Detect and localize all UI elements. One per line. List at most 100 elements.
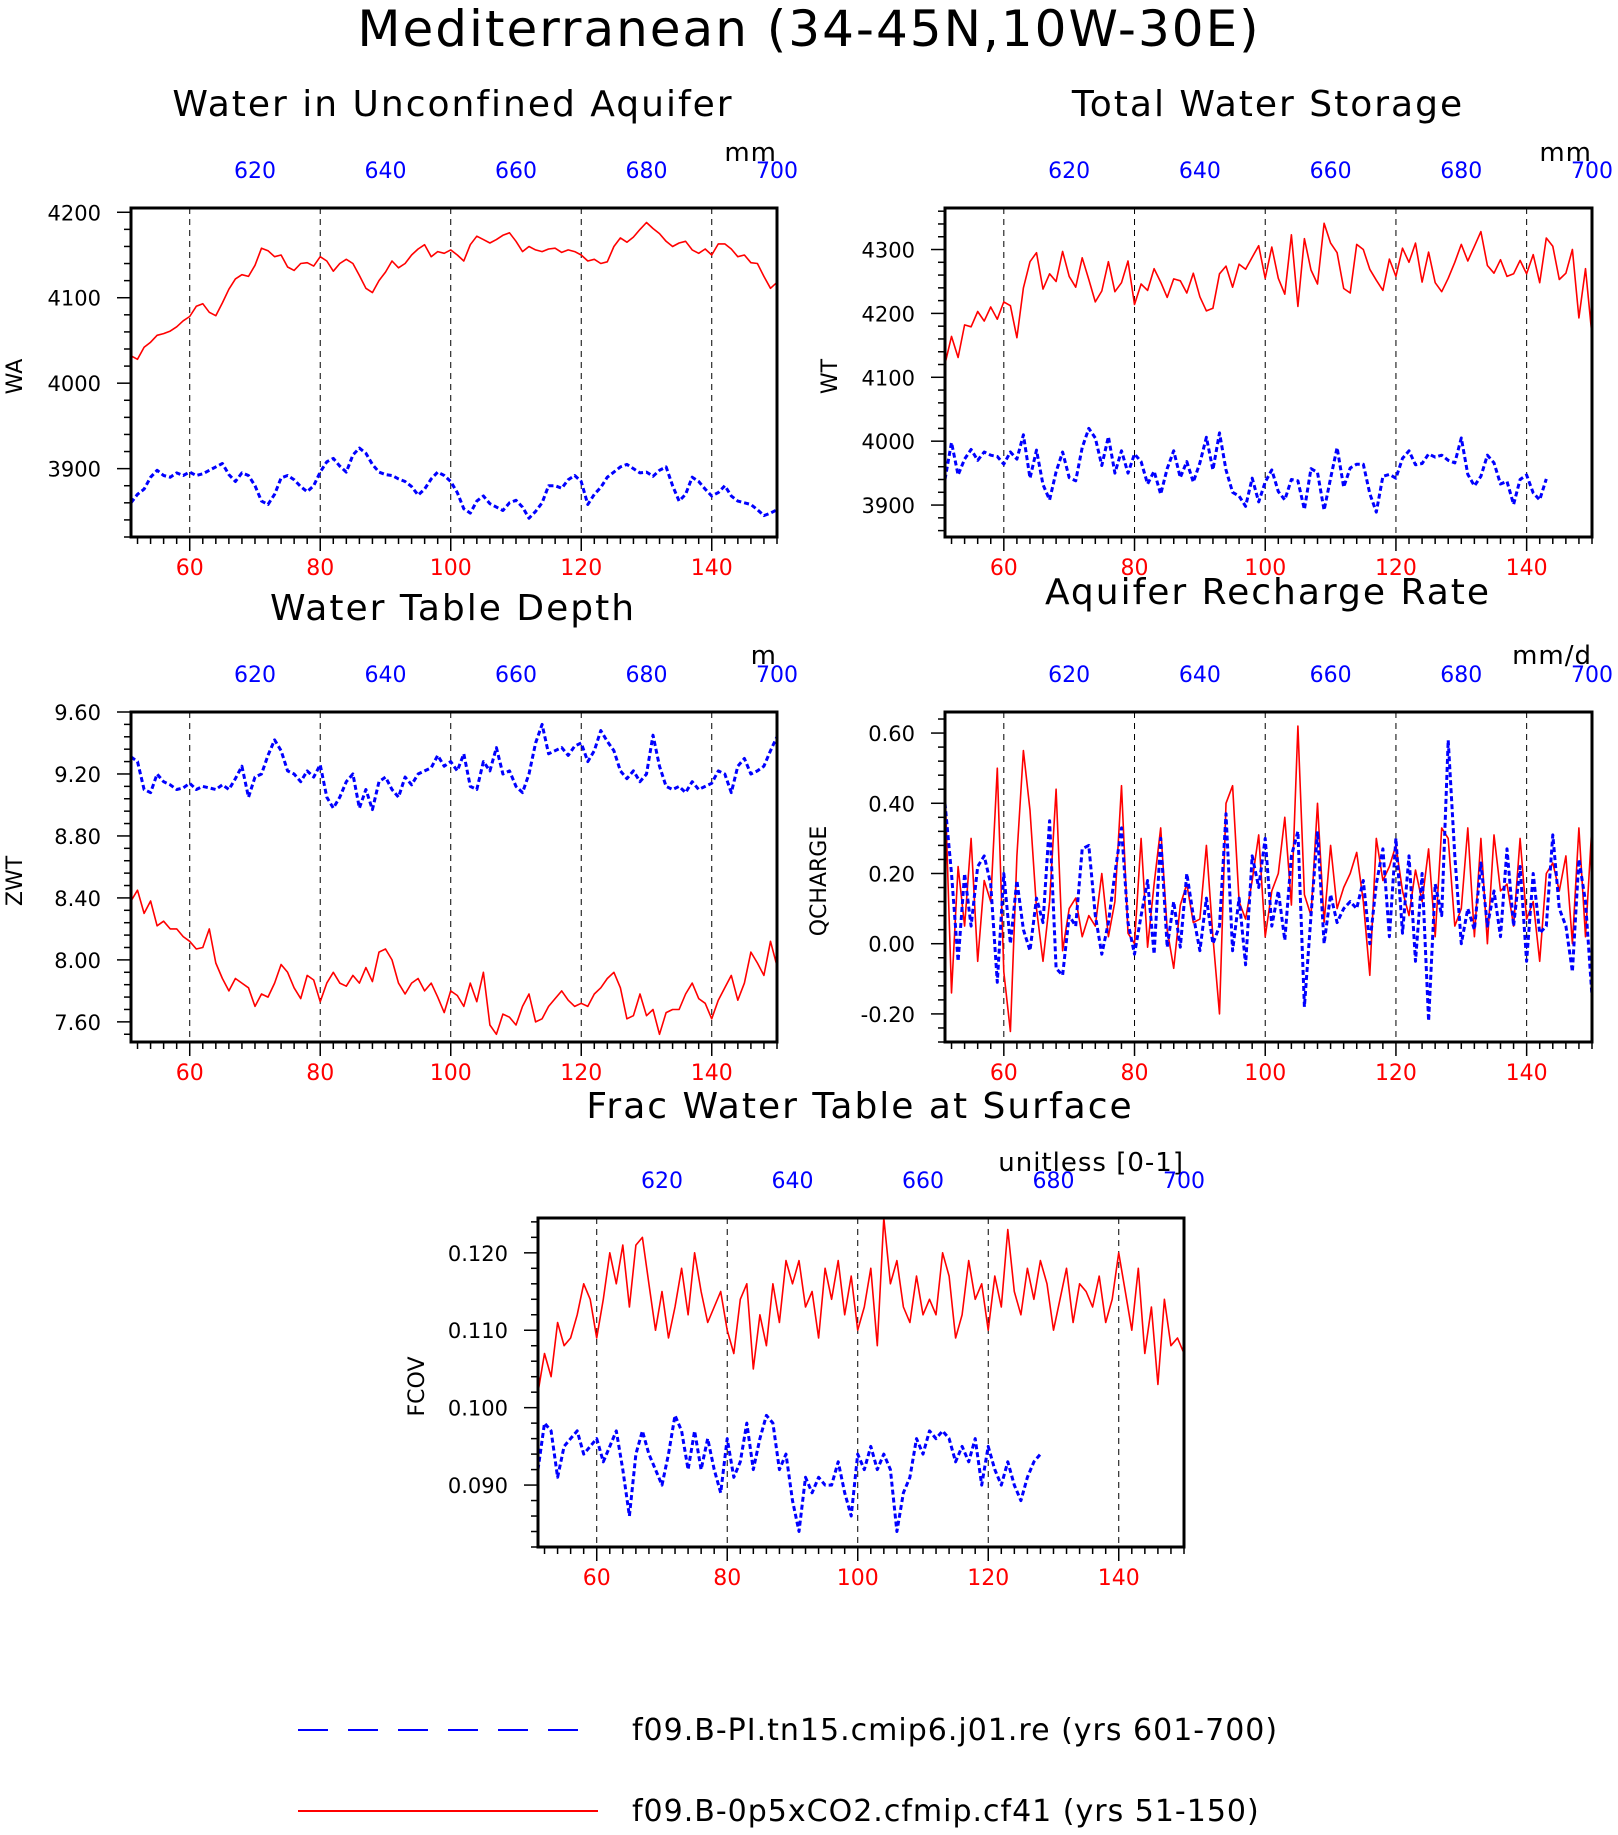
y-tick-label: 8.40 (54, 887, 101, 911)
x-tick-label-top: 660 (1310, 663, 1352, 688)
x-tick-label-bottom: 80 (1121, 556, 1149, 581)
x-tick-label-top: 620 (1048, 159, 1090, 184)
y-axis-label: ZWT (3, 855, 28, 906)
x-tick-label-bottom: 80 (1121, 1061, 1149, 1086)
y-tick-label: 4200 (48, 201, 101, 225)
y-tick-label: 0.20 (868, 862, 915, 886)
x-tick-label-bottom: 120 (1375, 1061, 1417, 1086)
x-tick-label-top: 640 (364, 663, 406, 688)
panel-title: Water Table Depth (270, 588, 636, 629)
panel-3: Water Table Depth m 60 80 100 120 140 620 640 660… (3, 588, 798, 1086)
x-tick-label-bottom: 120 (1375, 556, 1417, 581)
y-tick-label: 4000 (862, 430, 915, 454)
y-tick-label: 4100 (48, 287, 101, 311)
series-ctrl (943, 426, 1548, 514)
series-ctrl (943, 738, 1594, 1023)
units-label: mm/d (1512, 641, 1592, 671)
x-tick-label-bottom: 100 (1244, 556, 1286, 581)
y-tick-label: 0.60 (868, 722, 915, 746)
x-tick-label-bottom: 60 (990, 556, 1018, 581)
y-tick-label: 4300 (862, 239, 915, 263)
plot-frame (129, 710, 779, 1044)
x-tick-label-top: 700 (756, 159, 798, 184)
x-tick-label-bottom: 80 (713, 1566, 741, 1591)
panel-title: Frac Water Table at Surface (586, 1086, 1133, 1127)
x-tick-label-bottom: 100 (1244, 1061, 1286, 1086)
panel-4: Aquifer Recharge Rate mm/d 60 80 100 120 140 62… (807, 572, 1613, 1086)
y-tick-label: 9.20 (54, 763, 101, 787)
x-tick-label-bottom: 120 (560, 556, 602, 581)
panel-title: Total Water Storage (1071, 84, 1464, 125)
x-tick-label-bottom: 140 (691, 1061, 733, 1086)
x-tick-label-bottom: 120 (967, 1566, 1009, 1591)
x-tick-label-bottom: 100 (837, 1566, 879, 1591)
y-tick-label: 0.090 (448, 1474, 508, 1498)
x-tick-label-top: 680 (625, 159, 667, 184)
x-tick-label-bottom: 60 (176, 1061, 204, 1086)
y-tick-label: 9.60 (54, 701, 101, 725)
y-tick-label: 0.40 (868, 792, 915, 816)
panel-5: Frac Water Table at Surface unitless [0-1… (405, 1086, 1205, 1591)
x-tick-label-bottom: 100 (430, 1061, 472, 1086)
x-tick-label-bottom: 80 (306, 1061, 334, 1086)
x-tick-label-top: 700 (1571, 663, 1613, 688)
x-tick-label-top: 700 (1571, 159, 1613, 184)
y-axis-label: FCOV (405, 1357, 430, 1417)
x-tick-label-top: 680 (1440, 159, 1482, 184)
y-tick-label: 3900 (862, 494, 915, 518)
y-tick-label: 0.120 (448, 1242, 508, 1266)
y-axis-label: QCHARGE (807, 826, 832, 937)
units-label: m (751, 641, 777, 671)
x-tick-label-bottom: 140 (691, 556, 733, 581)
y-tick-label: 0.110 (448, 1319, 508, 1343)
panel-2: Total Water Storage mm 60 80 100 120 140 620 640… (818, 84, 1613, 581)
x-tick-label-top: 700 (1163, 1169, 1205, 1194)
y-axis-label: WA (3, 359, 28, 395)
series-exp (130, 221, 778, 361)
x-tick-label-bottom: 140 (1506, 1061, 1548, 1086)
x-tick-label-bottom: 60 (990, 1061, 1018, 1086)
series-exp (130, 889, 778, 1036)
panel-title: Aquifer Recharge Rate (1045, 572, 1491, 613)
panel-title: Water in Unconfined Aquifer (172, 84, 733, 125)
x-tick-label-bottom: 140 (1098, 1566, 1140, 1591)
x-tick-label-top: 620 (641, 1169, 683, 1194)
x-tick-label-top: 620 (234, 663, 276, 688)
y-tick-label: 4100 (862, 366, 915, 390)
plot-frame (536, 1216, 1186, 1549)
x-tick-label-top: 660 (1310, 159, 1352, 184)
x-tick-label-top: 640 (1179, 663, 1221, 688)
y-tick-label: 4000 (48, 372, 101, 396)
y-tick-label: 0.100 (448, 1397, 508, 1421)
x-tick-label-top: 680 (625, 663, 667, 688)
x-tick-label-bottom: 80 (306, 556, 334, 581)
x-tick-label-top: 640 (364, 159, 406, 184)
y-tick-label: 7.60 (54, 1011, 101, 1035)
x-tick-label-top: 700 (756, 663, 798, 688)
series-exp (537, 1217, 1185, 1393)
y-tick-label: 8.00 (54, 949, 101, 973)
x-tick-label-top: 620 (1048, 663, 1090, 688)
x-tick-label-top: 640 (1179, 159, 1221, 184)
units-label: mm (1539, 138, 1592, 168)
units-label: unitless [0-1] (998, 1148, 1184, 1178)
x-tick-label-bottom: 100 (430, 556, 472, 581)
x-tick-label-bottom: 120 (560, 1061, 602, 1086)
units-label: mm (724, 138, 777, 168)
y-tick-label: 3900 (48, 458, 101, 482)
series-ctrl (130, 722, 779, 812)
legend: f09.B-PI.tn15.cmip6.j01.re (yrs 601-700)… (298, 1713, 1277, 1829)
series-ctrl (129, 446, 778, 520)
x-tick-label-bottom: 60 (583, 1566, 611, 1591)
x-tick-label-bottom: 60 (176, 556, 204, 581)
x-tick-label-top: 680 (1032, 1169, 1074, 1194)
plot-frame (129, 206, 779, 539)
panels: Water in Unconfined Aquifer mm 60 80 100 120 1… (3, 84, 1613, 1591)
x-tick-label-top: 660 (495, 663, 537, 688)
x-tick-label-top: 660 (495, 159, 537, 184)
x-tick-label-top: 620 (234, 159, 276, 184)
y-axis-label: WT (818, 358, 843, 394)
plot-frame (943, 206, 1594, 539)
y-tick-label: 0.00 (868, 933, 915, 957)
